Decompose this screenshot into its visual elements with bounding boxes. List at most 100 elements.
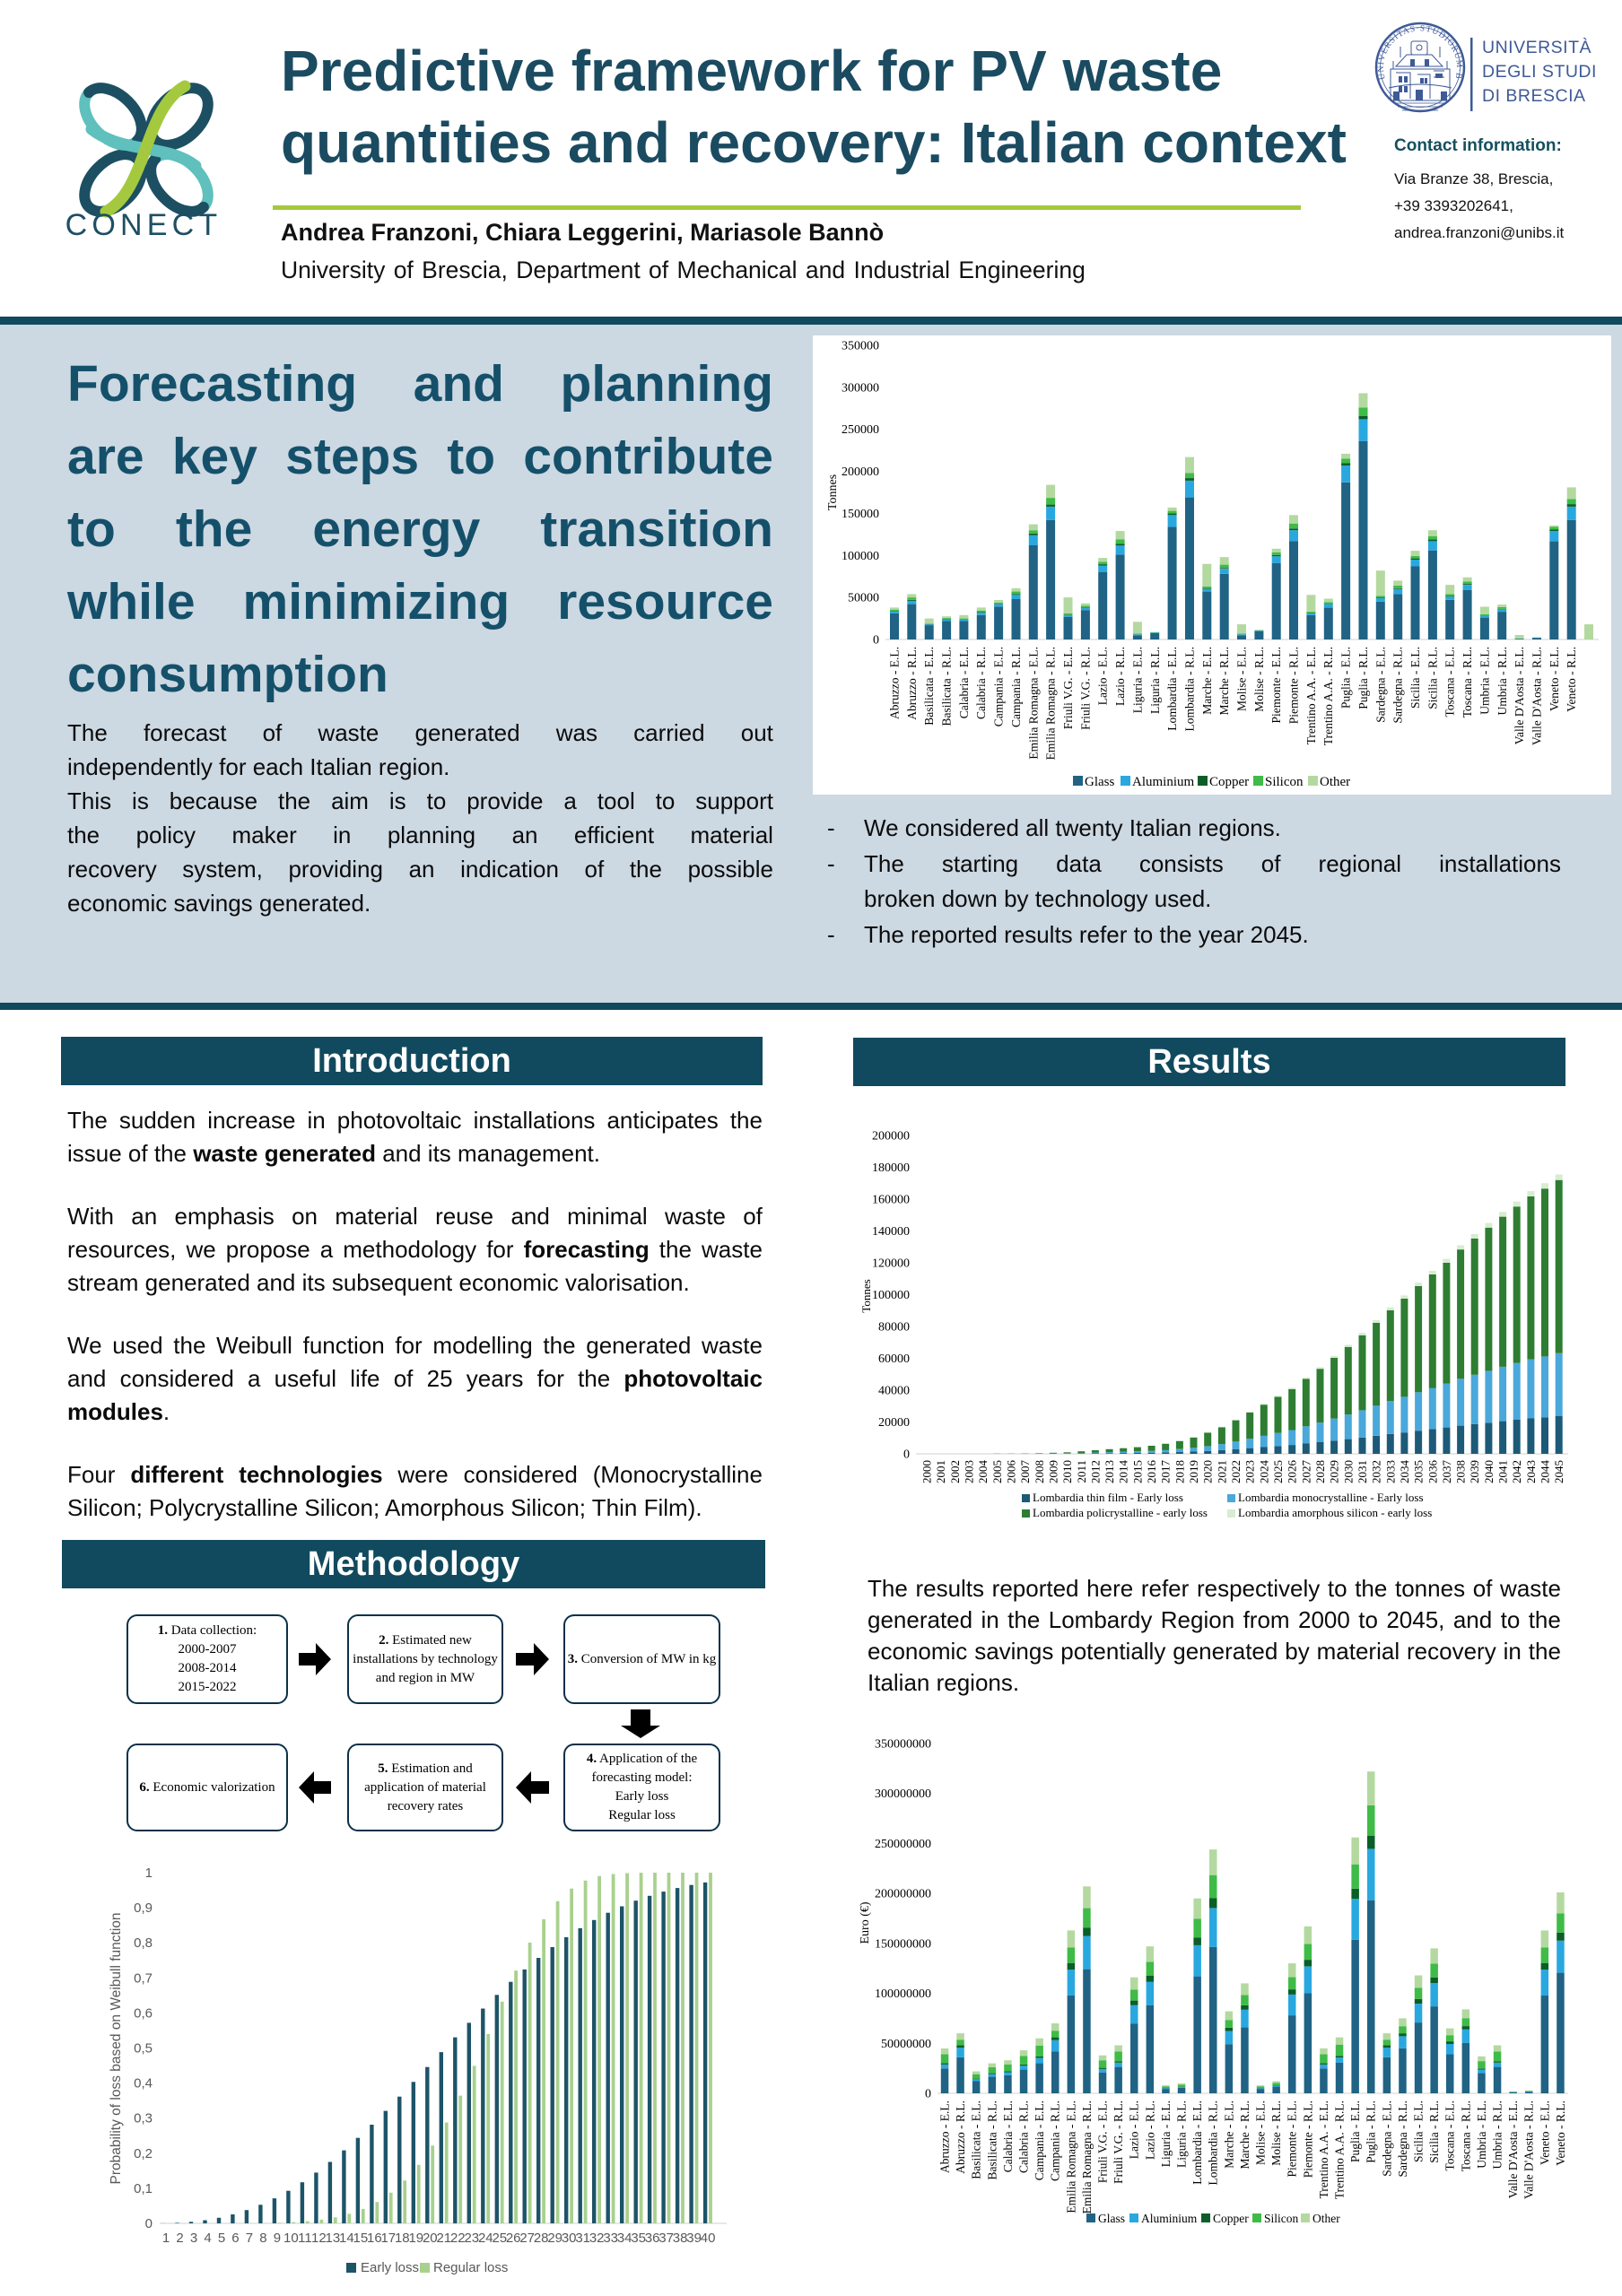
svg-text:2024: 2024 xyxy=(1257,1460,1270,1484)
svg-text:Abruzzo - E.L.: Abruzzo - E.L. xyxy=(888,647,902,719)
svg-text:Lombardia policrystalline - ea: Lombardia policrystalline - early loss xyxy=(1033,1506,1208,1519)
svg-text:0: 0 xyxy=(903,1448,910,1462)
svg-text:Campania - R.L.: Campania - R.L. xyxy=(1009,647,1023,727)
svg-text:Friuli V.G. - E.L.: Friuli V.G. - E.L. xyxy=(1061,647,1075,729)
svg-text:2025: 2025 xyxy=(1271,1460,1285,1483)
svg-text:Friuli V.G. - R.L.: Friuli V.G. - R.L. xyxy=(1078,647,1092,730)
svg-text:Tonnes: Tonnes xyxy=(859,1279,873,1312)
svg-text:Campania - E.L.: Campania - E.L. xyxy=(992,647,1006,726)
svg-text:Aluminium: Aluminium xyxy=(1132,775,1195,789)
svg-text:2004: 2004 xyxy=(976,1460,990,1484)
svg-text:22: 22 xyxy=(450,2231,466,2246)
svg-text:2031: 2031 xyxy=(1356,1460,1369,1483)
svg-text:Probability of loss based on W: Probability of loss based on Weibull fun… xyxy=(109,1913,124,2185)
svg-text:Sicilia - E.L.: Sicilia - E.L. xyxy=(1412,2100,1426,2162)
svg-text:Calabria - E.L.: Calabria - E.L. xyxy=(957,647,971,718)
svg-text:1: 1 xyxy=(162,2231,170,2246)
svg-text:2043: 2043 xyxy=(1524,1460,1538,1483)
svg-text:200000000: 200000000 xyxy=(875,1888,931,1901)
svg-text:100000000: 100000000 xyxy=(875,1987,931,2001)
svg-text:0: 0 xyxy=(145,2216,153,2231)
svg-text:Liguria - E.L.: Liguria - E.L. xyxy=(1130,647,1144,713)
svg-text:200000: 200000 xyxy=(842,465,879,479)
svg-text:Calabria - R.L.: Calabria - R.L. xyxy=(1017,2100,1031,2173)
svg-text:Piemonte - R.L.: Piemonte - R.L. xyxy=(1301,2100,1314,2178)
svg-text:9: 9 xyxy=(274,2231,281,2246)
svg-text:Early loss: Early loss xyxy=(361,2260,419,2275)
svg-text:2011: 2011 xyxy=(1075,1460,1088,1483)
svg-text:2039: 2039 xyxy=(1468,1460,1481,1483)
svg-text:37: 37 xyxy=(658,2231,674,2246)
svg-text:4: 4 xyxy=(204,2231,211,2246)
svg-text:2013: 2013 xyxy=(1103,1460,1116,1483)
svg-text:Umbria - E.L.: Umbria - E.L. xyxy=(1478,647,1491,715)
svg-text:300000000: 300000000 xyxy=(875,1787,931,1801)
svg-text:36: 36 xyxy=(645,2231,660,2246)
svg-text:Lazio - R.L.: Lazio - R.L. xyxy=(1143,2100,1156,2160)
svg-text:350000000: 350000000 xyxy=(875,1738,931,1752)
svg-text:2034: 2034 xyxy=(1398,1460,1411,1484)
svg-text:2040: 2040 xyxy=(1482,1460,1496,1483)
svg-text:Valle D'Aosta - R.L.: Valle D'Aosta - R.L. xyxy=(1530,647,1544,745)
svg-text:2019: 2019 xyxy=(1187,1460,1200,1483)
svg-text:2036: 2036 xyxy=(1426,1460,1439,1484)
svg-text:Liguria - R.L.: Liguria - R.L. xyxy=(1175,2100,1189,2168)
svg-text:300000: 300000 xyxy=(842,381,879,395)
svg-text:Valle D'Aosta - E.L.: Valle D'Aosta - E.L. xyxy=(1513,647,1526,744)
svg-text:2006: 2006 xyxy=(1005,1460,1018,1484)
svg-text:Lazio - E.L.: Lazio - E.L. xyxy=(1128,2100,1141,2159)
svg-text:Regular loss: Regular loss xyxy=(433,2260,508,2275)
svg-text:100000: 100000 xyxy=(872,1289,910,1302)
svg-text:Calabria - R.L.: Calabria - R.L. xyxy=(974,647,988,719)
svg-text:Marche - E.L.: Marche - E.L. xyxy=(1200,647,1214,715)
svg-text:6: 6 xyxy=(231,2231,239,2246)
svg-text:2007: 2007 xyxy=(1018,1460,1032,1484)
svg-text:10: 10 xyxy=(283,2231,299,2246)
svg-text:30: 30 xyxy=(562,2231,577,2246)
svg-text:Sicilia - R.L.: Sicilia - R.L. xyxy=(1426,647,1439,709)
svg-text:Umbria - R.L.: Umbria - R.L. xyxy=(1496,647,1509,716)
svg-text:Lombardia - E.L.: Lombardia - E.L. xyxy=(1190,2100,1204,2185)
svg-text:2028: 2028 xyxy=(1313,1460,1327,1483)
svg-text:Sardegna - E.L.: Sardegna - E.L. xyxy=(1380,2100,1393,2177)
svg-text:200000: 200000 xyxy=(872,1130,910,1144)
svg-text:2033: 2033 xyxy=(1383,1460,1397,1483)
svg-text:Abruzzo - R.L.: Abruzzo - R.L. xyxy=(905,647,919,720)
svg-text:28: 28 xyxy=(534,2231,549,2246)
svg-text:Abruzzo - E.L.: Abruzzo - E.L. xyxy=(938,2100,952,2173)
svg-text:2012: 2012 xyxy=(1088,1460,1102,1483)
svg-text:0,9: 0,9 xyxy=(134,1900,153,1916)
svg-text:180000: 180000 xyxy=(872,1161,910,1175)
svg-text:Trentino A.A. - R.L.: Trentino A.A. - R.L. xyxy=(1333,2100,1347,2199)
svg-text:Molise - E.L.: Molise - E.L. xyxy=(1235,647,1249,711)
svg-text:Basilicata - R.L.: Basilicata - R.L. xyxy=(940,647,954,726)
svg-text:Valle D'Aosta - R.L.: Valle D'Aosta - R.L. xyxy=(1522,2100,1536,2199)
svg-text:2029: 2029 xyxy=(1328,1460,1341,1483)
svg-text:2: 2 xyxy=(176,2231,183,2246)
svg-text:40: 40 xyxy=(701,2231,716,2246)
svg-text:Basilicata - E.L.: Basilicata - E.L. xyxy=(970,2100,983,2179)
svg-text:Liguria - E.L.: Liguria - E.L. xyxy=(1159,2100,1173,2167)
svg-text:Sardegna - R.L.: Sardegna - R.L. xyxy=(1396,2100,1409,2177)
svg-text:7: 7 xyxy=(246,2231,253,2246)
svg-text:Sardegna - R.L.: Sardegna - R.L. xyxy=(1391,647,1405,723)
svg-text:0,1: 0,1 xyxy=(134,2181,153,2196)
svg-text:2020: 2020 xyxy=(1201,1460,1215,1483)
svg-text:150000: 150000 xyxy=(842,508,879,521)
svg-text:16: 16 xyxy=(367,2231,382,2246)
svg-text:Campania - R.L.: Campania - R.L. xyxy=(1049,2100,1062,2181)
svg-text:2022: 2022 xyxy=(1229,1460,1243,1483)
svg-text:2003: 2003 xyxy=(963,1460,976,1483)
svg-text:Valle D'Aosta - E.L.: Valle D'Aosta - E.L. xyxy=(1506,2100,1520,2198)
svg-text:14: 14 xyxy=(339,2231,354,2246)
svg-text:33: 33 xyxy=(603,2231,618,2246)
svg-text:Toscana - R.L.: Toscana - R.L. xyxy=(1461,647,1474,718)
svg-text:CONECT: CONECT xyxy=(65,208,222,242)
svg-text:Silicon: Silicon xyxy=(1265,775,1304,789)
svg-text:2035: 2035 xyxy=(1412,1460,1426,1483)
svg-text:Basilicata - E.L.: Basilicata - E.L. xyxy=(922,647,936,726)
svg-text:Lazio - R.L.: Lazio - R.L. xyxy=(1113,647,1127,706)
svg-text:100000: 100000 xyxy=(842,550,879,563)
svg-text:Trentino A.A. - R.L.: Trentino A.A. - R.L. xyxy=(1321,647,1335,745)
svg-text:UNIVERSITÀ: UNIVERSITÀ xyxy=(1482,37,1591,57)
